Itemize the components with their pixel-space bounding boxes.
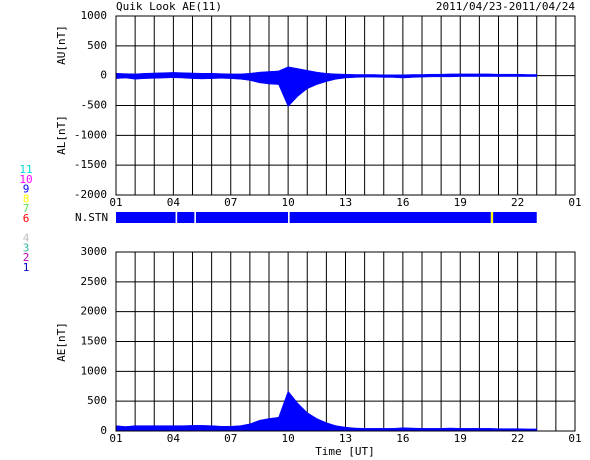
station-count-segment xyxy=(195,212,289,223)
x-tick-label: 16 xyxy=(396,196,409,209)
station-legend-label: 1 xyxy=(23,261,30,274)
y-tick-label: 500 xyxy=(87,39,107,52)
x-tick-label: 04 xyxy=(167,432,181,445)
date-range: 2011/04/23-2011/04/24 xyxy=(436,0,575,13)
station-count-segment xyxy=(116,212,176,223)
x-tick-label: 01 xyxy=(109,432,122,445)
x-tick-label: 22 xyxy=(511,196,524,209)
x-tick-label: 16 xyxy=(396,432,409,445)
y-tick-label: 3000 xyxy=(81,245,108,258)
y-axis-label: AL[nT] xyxy=(55,115,68,155)
plot-border xyxy=(115,251,576,432)
strip-label: N.STN xyxy=(75,211,108,224)
data-area xyxy=(115,390,537,432)
data-area xyxy=(115,75,537,108)
y-tick-label: -500 xyxy=(81,99,108,112)
data-area xyxy=(115,66,537,76)
y-tick-label: 1000 xyxy=(81,364,108,377)
station-count-segment xyxy=(194,212,196,223)
station-legend-label: 11 xyxy=(19,163,32,176)
station-count-segment xyxy=(289,212,491,223)
x-tick-label: 13 xyxy=(339,196,352,209)
station-count-segment xyxy=(175,212,178,223)
station-legend-label: 9 xyxy=(23,183,30,196)
y-tick-label: -1000 xyxy=(74,128,107,141)
x-tick-label: 07 xyxy=(224,196,237,209)
y-tick-label: 500 xyxy=(87,394,107,407)
x-tick-label: 10 xyxy=(282,196,295,209)
x-tick-label: 04 xyxy=(167,196,181,209)
y-tick-label: 1000 xyxy=(81,9,108,22)
x-tick-label: 01 xyxy=(109,196,122,209)
y-axis-label: AU[nT] xyxy=(55,25,68,65)
station-count-segment xyxy=(177,212,195,223)
x-tick-label: 01 xyxy=(568,432,581,445)
y-tick-label: -2000 xyxy=(74,188,107,201)
station-legend-label: 6 xyxy=(23,212,30,225)
station-legend-label: 8 xyxy=(23,192,30,205)
y-tick-label: 0 xyxy=(100,69,107,82)
station-legend-label: 2 xyxy=(23,251,30,264)
y-tick-label: 0 xyxy=(100,424,107,437)
y-axis-label: AE[nT] xyxy=(55,322,68,362)
chart-title: Quik Look AE(11) xyxy=(116,0,222,13)
x-tick-label: 22 xyxy=(511,432,524,445)
x-tick-label: 19 xyxy=(454,432,467,445)
x-tick-label: 19 xyxy=(454,196,467,209)
station-count-segment xyxy=(490,212,494,223)
x-axis-label: Time [UT] xyxy=(315,445,375,458)
x-tick-label: 07 xyxy=(224,432,237,445)
y-tick-label: 1500 xyxy=(81,335,108,348)
x-tick-label: 10 xyxy=(282,432,295,445)
station-legend-label: 3 xyxy=(23,241,30,254)
station-legend-label: 10 xyxy=(19,173,32,186)
station-legend-label: 7 xyxy=(23,202,30,215)
x-tick-label: 13 xyxy=(339,432,352,445)
station-count-segment xyxy=(493,212,537,223)
y-tick-label: 2500 xyxy=(81,275,108,288)
y-tick-label: -1500 xyxy=(74,158,107,171)
station-count-segment xyxy=(288,212,290,223)
station-legend-label: 4 xyxy=(23,232,30,245)
station-legend-label: 5 xyxy=(23,222,30,235)
x-tick-label: 01 xyxy=(568,196,581,209)
plot-border xyxy=(115,15,576,196)
y-tick-label: 2000 xyxy=(81,305,108,318)
